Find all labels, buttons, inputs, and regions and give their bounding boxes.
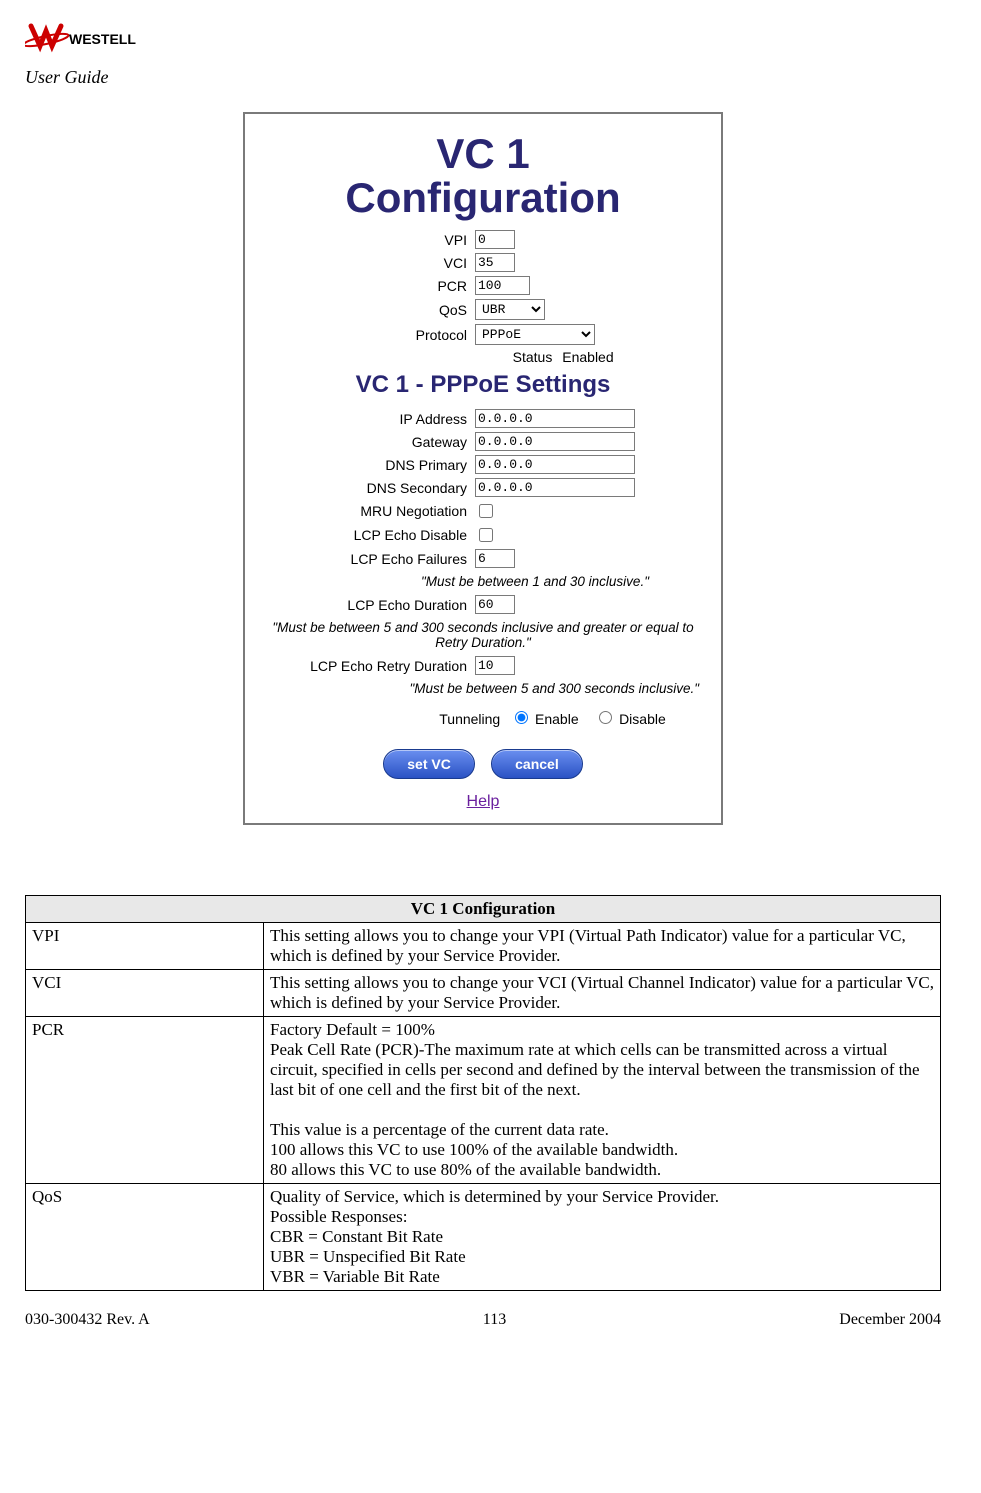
tunneling-label: Tunneling [300, 711, 500, 727]
vc-title-line1: VC 1 [257, 132, 709, 176]
vc-title-line2: Configuration [257, 176, 709, 220]
pcr-input[interactable] [475, 276, 530, 295]
lcp-disable-label: LCP Echo Disable [257, 527, 467, 543]
table-key: VCI [26, 970, 264, 1017]
page-number: 113 [483, 1311, 506, 1329]
table-value: This setting allows you to change your V… [264, 970, 941, 1017]
user-guide-label: User Guide [25, 67, 941, 88]
vpi-label: VPI [257, 232, 467, 248]
table-value: This setting allows you to change your V… [264, 923, 941, 970]
table-value: Factory Default = 100% Peak Cell Rate (P… [264, 1017, 941, 1184]
lcp-dur-input[interactable] [475, 595, 515, 614]
table-key: VPI [26, 923, 264, 970]
tunneling-enable-option[interactable]: Enable [510, 711, 582, 727]
page-footer: 030-300432 Rev. A 113 December 2004 [25, 1311, 941, 1329]
mru-checkbox[interactable] [479, 504, 493, 518]
brand-logo: WESTELL [25, 22, 941, 63]
pcr-label: PCR [257, 278, 467, 294]
lcp-fail-hint: "Must be between 1 and 30 inclusive." [257, 574, 709, 589]
table-row: QoSQuality of Service, which is determin… [26, 1184, 941, 1291]
dns1-label: DNS Primary [257, 457, 467, 473]
dns2-input[interactable] [475, 478, 635, 497]
doc-date: December 2004 [839, 1311, 941, 1329]
status-value: Enabled [562, 349, 613, 365]
table-value: Quality of Service, which is determined … [264, 1184, 941, 1291]
config-screenshot: VC 1 Configuration VPI VCI PCR QoS UBR P… [243, 112, 723, 825]
tunneling-enable-radio[interactable] [515, 711, 528, 724]
tunneling-disable-radio[interactable] [599, 711, 612, 724]
dns1-input[interactable] [475, 455, 635, 474]
lcp-retry-hint: "Must be between 5 and 300 seconds inclu… [257, 681, 709, 696]
lcp-dur-label: LCP Echo Duration [257, 597, 467, 613]
protocol-select[interactable]: PPPoE [475, 324, 595, 345]
protocol-label: Protocol [257, 327, 467, 343]
dns2-label: DNS Secondary [257, 480, 467, 496]
pppoe-heading: VC 1 - PPPoE Settings [257, 371, 709, 399]
qos-select[interactable]: UBR [475, 299, 545, 320]
gw-label: Gateway [257, 434, 467, 450]
tunneling-disable-option[interactable]: Disable [594, 711, 666, 727]
lcp-fail-input[interactable] [475, 549, 515, 568]
vpi-input[interactable] [475, 230, 515, 249]
lcp-retry-input[interactable] [475, 656, 515, 675]
brand-text: WESTELL [69, 31, 136, 47]
gw-input[interactable] [475, 432, 635, 451]
status-label: Status [352, 349, 552, 365]
vci-input[interactable] [475, 253, 515, 272]
ip-label: IP Address [257, 411, 467, 427]
ip-input[interactable] [475, 409, 635, 428]
table-row: VCIThis setting allows you to change you… [26, 970, 941, 1017]
set-vc-button[interactable]: set VC [383, 749, 475, 779]
description-table: VC 1 Configuration VPIThis setting allow… [25, 895, 941, 1291]
vc-title: VC 1 Configuration [257, 132, 709, 220]
table-row: VPIThis setting allows you to change you… [26, 923, 941, 970]
lcp-fail-label: LCP Echo Failures [257, 551, 467, 567]
table-key: PCR [26, 1017, 264, 1184]
lcp-retry-label: LCP Echo Retry Duration [257, 658, 467, 674]
lcp-dur-hint: "Must be between 5 and 300 seconds inclu… [257, 620, 709, 650]
table-key: QoS [26, 1184, 264, 1291]
help-link[interactable]: Help [467, 793, 500, 810]
doc-rev: 030-300432 Rev. A [25, 1311, 150, 1329]
vci-label: VCI [257, 255, 467, 271]
lcp-disable-checkbox[interactable] [479, 528, 493, 542]
qos-label: QoS [257, 302, 467, 318]
mru-label: MRU Negotiation [257, 503, 467, 519]
table-row: PCRFactory Default = 100% Peak Cell Rate… [26, 1017, 941, 1184]
cancel-button[interactable]: cancel [491, 749, 583, 779]
table-heading: VC 1 Configuration [26, 896, 941, 923]
